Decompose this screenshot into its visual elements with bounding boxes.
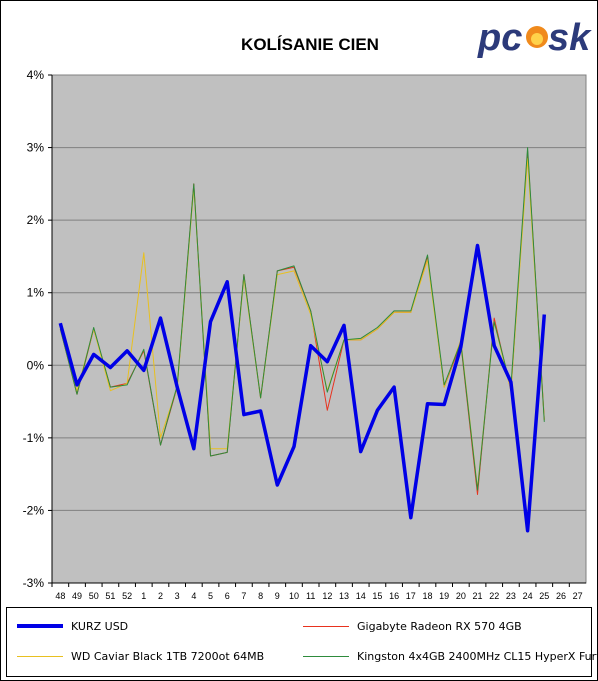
- x-tick-label: 18: [422, 591, 432, 601]
- legend: KURZ USD Gigabyte Radeon RX 570 4GB WD Cav…: [6, 607, 598, 677]
- x-tick-label: 23: [506, 591, 516, 601]
- x-tick-label: 5: [208, 591, 213, 601]
- legend-label: Gigabyte Radeon RX 570 4GB: [357, 619, 522, 633]
- x-tick-label: 20: [456, 591, 466, 601]
- legend-swatch: [17, 655, 63, 657]
- x-tick-label: 8: [258, 591, 263, 601]
- x-tick-label: 48: [55, 591, 65, 601]
- legend-item-gpu: Gigabyte Radeon RX 570 4GB: [303, 618, 522, 634]
- y-tick-label: 4%: [27, 68, 45, 82]
- x-tick-label: 49: [72, 591, 82, 601]
- x-tick-label: 51: [105, 591, 115, 601]
- x-tick-label: 4: [191, 591, 196, 601]
- x-tick-label: 15: [372, 591, 382, 601]
- legend-swatch: [303, 655, 349, 657]
- plot-background: [51, 74, 587, 584]
- x-tick-label: 52: [122, 591, 132, 601]
- legend-item-ram: Kingston 4x4GB 2400MHz CL15 HyperX Fury: [303, 648, 598, 664]
- y-tick-label: -3%: [23, 576, 45, 590]
- legend-item-usd: KURZ USD: [17, 618, 128, 634]
- plot-area: 4%3%2%1%0%-1%-2%-3%48 49 50 51 52 1 2 3 4 5 6 7 8 9 10…: [23, 68, 587, 601]
- legend-label: KURZ USD: [71, 619, 129, 633]
- logo-text-pc: pc: [477, 17, 522, 59]
- chart-title: KOLÍSANIE CIEN: [241, 35, 379, 54]
- x-tick-label: 25: [539, 591, 549, 601]
- x-tick-label: 16: [389, 591, 399, 601]
- x-tick-label: 1: [141, 591, 146, 601]
- series-line-3: [58, 243, 547, 533]
- x-tick-label: 27: [573, 591, 583, 601]
- x-tick-label: 12: [322, 591, 332, 601]
- x-tick-label: 3: [175, 591, 180, 601]
- y-tick-label: -2%: [23, 503, 45, 517]
- flame-icon-inner: [531, 33, 543, 45]
- x-tick-label: 13: [339, 591, 349, 601]
- legend-swatch: [17, 624, 63, 628]
- x-tick-label: 6: [225, 591, 230, 601]
- legend-swatch: [303, 625, 349, 627]
- x-tick-label: 11: [306, 591, 315, 601]
- series-line-2: [59, 147, 545, 491]
- legend-label: WD Caviar Black 1TB 7200ot 64MB: [71, 649, 265, 663]
- x-tick-label: 22: [489, 591, 499, 601]
- x-tick-label: 26: [556, 591, 566, 601]
- legend-label: Kingston 4x4GB 2400MHz CL15 HyperX Fury: [357, 649, 598, 663]
- x-tick-label: 24: [523, 591, 533, 601]
- pcsk-logo: pc sk: [477, 17, 592, 59]
- x-tick-label: 14: [356, 591, 366, 601]
- y-tick-label: 2%: [27, 213, 45, 227]
- x-tick-label: 2: [158, 591, 163, 601]
- x-tick-label: 50: [89, 591, 99, 601]
- x-tick-label: 9: [275, 591, 280, 601]
- x-tick-label: 17: [406, 591, 416, 601]
- x-tick-label: 7: [241, 591, 246, 601]
- y-tick-label: 1%: [27, 286, 45, 300]
- y-tick-label: 3%: [27, 141, 45, 155]
- x-tick-label: 10: [289, 591, 299, 601]
- x-tick-label: 19: [439, 591, 449, 601]
- legend-item-hdd: WD Caviar Black 1TB 7200ot 64MB: [17, 648, 264, 664]
- y-tick-label: -1%: [23, 431, 45, 445]
- x-tick-label: 21: [473, 591, 483, 601]
- y-tick-label: 0%: [27, 358, 45, 372]
- logo-text-sk: sk: [548, 17, 592, 59]
